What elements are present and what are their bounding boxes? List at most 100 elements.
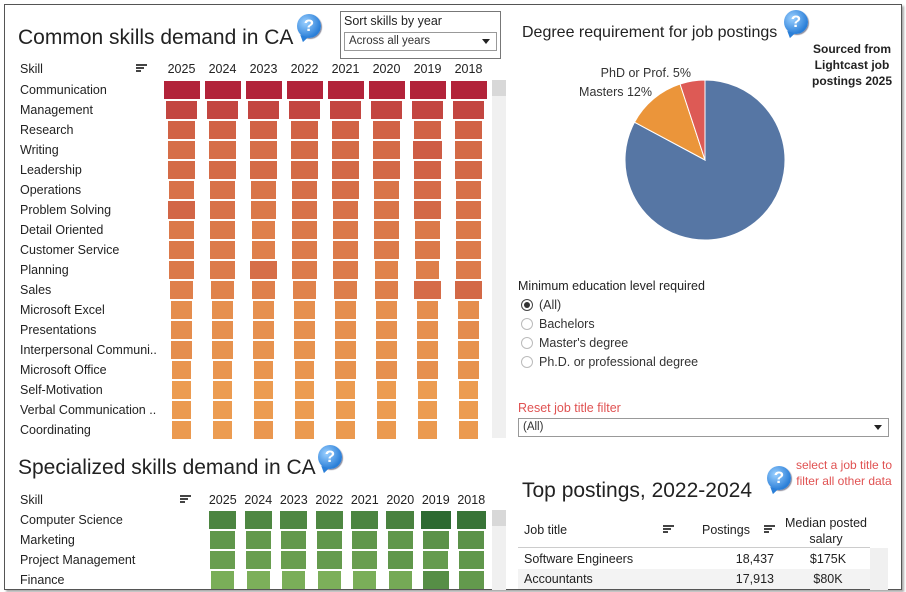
heatmap-cell[interactable] [374, 281, 399, 299]
heatmap-cell[interactable] [254, 381, 273, 399]
heatmap-cell[interactable] [250, 261, 277, 279]
pie-slice[interactable] [679, 79, 706, 161]
heatmap-cell[interactable] [167, 121, 196, 139]
heatmap-cell[interactable] [333, 261, 358, 279]
sort-skills-dropdown[interactable]: Across all years [344, 32, 497, 51]
heatmap-cell[interactable] [411, 101, 444, 119]
heatmap-cell[interactable] [245, 81, 282, 99]
heatmap-cell[interactable] [376, 321, 397, 339]
heatmap-cell[interactable] [418, 401, 437, 419]
heatmap-cell[interactable] [213, 421, 232, 439]
heatmap-cell[interactable] [332, 161, 359, 179]
heatmap-cell[interactable] [286, 81, 323, 99]
heatmap-cell[interactable] [253, 421, 274, 439]
heatmap-cell[interactable] [376, 361, 397, 379]
help-icon[interactable]: ? [784, 10, 808, 34]
heatmap-cell[interactable] [247, 101, 280, 119]
heatmap-cell[interactable] [377, 421, 396, 439]
heatmap-cell[interactable] [329, 101, 362, 119]
help-icon[interactable]: ? [767, 466, 791, 490]
heatmap-cell[interactable] [423, 551, 449, 569]
heatmap-cell[interactable] [413, 121, 442, 139]
heatmap-cell[interactable] [253, 341, 274, 359]
table-row[interactable]: Software Engineers 18,437 $175K [518, 549, 870, 569]
heatmap-cell[interactable] [172, 421, 191, 439]
heatmap-cell[interactable] [294, 301, 315, 319]
heatmap-cell[interactable] [417, 321, 438, 339]
heatmap-cell[interactable] [169, 281, 194, 299]
heatmap-cell[interactable] [316, 531, 342, 549]
heatmap-cell[interactable] [456, 511, 486, 529]
heatmap-cell[interactable] [335, 321, 356, 339]
heatmap-cell[interactable] [368, 81, 405, 99]
heatmap-cell[interactable] [455, 161, 482, 179]
heatmap-cell[interactable] [416, 301, 438, 319]
heatmap-cell[interactable] [295, 421, 314, 439]
education-option[interactable]: Master's degree [518, 336, 628, 350]
skill-label[interactable]: Research [20, 123, 74, 137]
heatmap-cell[interactable] [375, 261, 398, 279]
heatmap-cell[interactable] [250, 141, 277, 159]
heatmap-cell[interactable] [413, 161, 442, 179]
heatmap-cell[interactable] [450, 81, 487, 99]
skill-label[interactable]: Planning [20, 263, 69, 277]
heatmap-cell[interactable] [414, 281, 441, 299]
heatmap-cell[interactable] [417, 341, 438, 359]
heatmap-cell[interactable] [292, 261, 317, 279]
heatmap-cell[interactable] [167, 201, 196, 219]
skill-label[interactable]: Management [20, 103, 93, 117]
heatmap-cell[interactable] [459, 381, 478, 399]
heatmap-cell[interactable] [171, 361, 192, 379]
skill-label[interactable]: Presentations [20, 323, 97, 337]
skill-label[interactable]: Detail Oriented [20, 223, 104, 237]
heatmap-cell[interactable] [336, 401, 355, 419]
heatmap-cell[interactable] [295, 381, 314, 399]
heatmap-cell[interactable] [373, 161, 400, 179]
heatmap-cell[interactable] [292, 221, 317, 239]
heatmap-cell[interactable] [458, 531, 485, 549]
heatmap-cell[interactable] [168, 161, 195, 179]
heatmap-cell[interactable] [422, 571, 449, 589]
heatmap-cell[interactable] [212, 361, 233, 379]
skill-label[interactable]: Sales [20, 283, 52, 297]
heatmap-cell[interactable] [386, 511, 415, 529]
heatmap-cell[interactable] [377, 401, 396, 419]
heatmap-cell[interactable] [280, 511, 308, 529]
heatmap-cell[interactable] [458, 551, 484, 569]
heatmap-cell[interactable] [290, 121, 319, 139]
help-icon[interactable]: ? [297, 14, 321, 38]
heatmap-cell[interactable] [170, 321, 192, 339]
heatmap-cell[interactable] [212, 301, 233, 319]
heatmap-cell[interactable] [249, 121, 278, 139]
heatmap-cell[interactable] [459, 421, 478, 439]
heatmap-cell[interactable] [452, 101, 485, 119]
heatmap-cell[interactable] [209, 511, 237, 529]
heatmap-cell[interactable] [457, 301, 479, 319]
skill-label[interactable]: Self-Motivation [20, 383, 103, 397]
heatmap-cell[interactable] [351, 511, 379, 529]
skill-label[interactable]: Microsoft Office [20, 363, 107, 377]
heatmap-cell[interactable] [244, 511, 272, 529]
pie-slice[interactable] [633, 83, 706, 162]
heatmap-cell[interactable] [376, 341, 397, 359]
heatmap-cell[interactable] [251, 221, 276, 239]
heatmap-cell[interactable] [414, 201, 441, 219]
heatmap-cell[interactable] [245, 551, 271, 569]
heatmap-cell[interactable] [422, 531, 449, 549]
heatmap-cell[interactable] [387, 531, 413, 549]
heatmap-cell[interactable] [455, 201, 482, 219]
heatmap-cell[interactable] [210, 241, 235, 259]
heatmap-cell[interactable] [455, 181, 482, 199]
heatmap-cell[interactable] [374, 221, 399, 239]
skill-label[interactable]: Communication [20, 83, 107, 97]
specialized-scrollbar[interactable] [492, 510, 506, 590]
postings-scrollbar[interactable] [870, 548, 888, 590]
heatmap-cell[interactable] [334, 301, 356, 319]
heatmap-cell[interactable] [204, 81, 241, 99]
specialized-scroll-thumb[interactable] [492, 510, 506, 526]
heatmap-cell[interactable] [281, 531, 307, 549]
heatmap-cell[interactable] [376, 301, 397, 319]
education-option[interactable]: Ph.D. or professional degree [518, 355, 698, 369]
heatmap-cell[interactable] [282, 571, 306, 589]
skill-label[interactable]: Verbal Communication .. [20, 403, 157, 417]
